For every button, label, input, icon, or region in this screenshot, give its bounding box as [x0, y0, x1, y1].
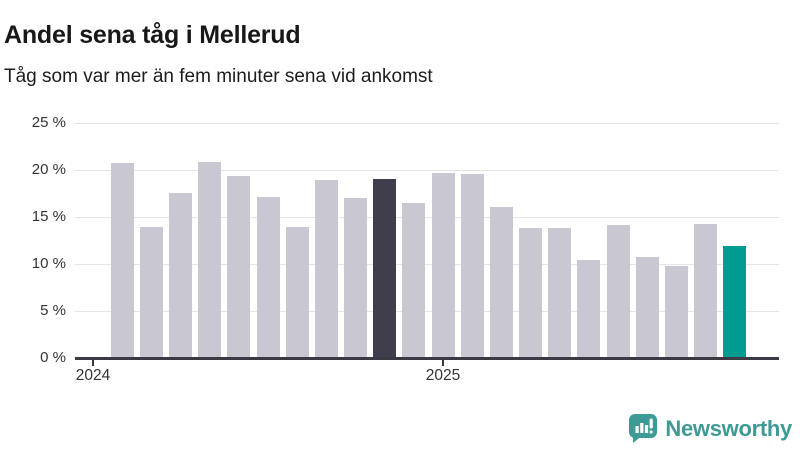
bar — [110, 162, 134, 358]
gridline — [75, 123, 779, 124]
chart-subtitle: Tåg som var mer än fem minuter sena vid … — [4, 66, 433, 87]
bar — [723, 246, 747, 358]
y-axis-label: 5 % — [40, 302, 66, 319]
bar — [577, 260, 601, 358]
y-axis-label: 10 % — [31, 255, 66, 272]
bar — [694, 223, 717, 358]
gridline — [75, 217, 779, 218]
gridline — [75, 170, 779, 171]
bar — [664, 265, 688, 358]
bar — [402, 202, 426, 358]
bar — [606, 224, 630, 358]
x-axis-line — [75, 357, 779, 360]
bar — [489, 206, 513, 358]
chart-title: Andel sena tåg i Mellerud — [4, 20, 301, 49]
x-axis-tick — [442, 360, 444, 366]
bar — [198, 161, 222, 358]
bar — [139, 227, 163, 358]
x-axis-label: 2025 — [425, 367, 461, 384]
newsworthy-logo: Newsworthy — [628, 413, 792, 444]
bar — [635, 256, 659, 358]
x-axis-label: 2024 — [75, 367, 111, 384]
bar — [344, 198, 367, 358]
bar — [314, 180, 338, 358]
y-axis-label: 15 % — [31, 208, 66, 225]
gridline — [75, 311, 779, 312]
bar — [256, 197, 280, 358]
bar — [548, 228, 572, 358]
bar — [519, 228, 542, 358]
y-axis-label: 0 % — [40, 349, 66, 366]
y-axis-label: 25 % — [31, 114, 66, 131]
bar — [431, 172, 455, 358]
bar — [169, 192, 192, 358]
bar — [460, 173, 484, 358]
newsworthy-chart-bubble-icon — [629, 414, 658, 443]
x-axis-tick — [92, 360, 94, 366]
y-axis-label: 20 % — [31, 161, 66, 178]
gridline — [75, 264, 779, 265]
bar — [373, 179, 397, 358]
brand-name: Newsworthy — [665, 415, 792, 441]
bar — [227, 175, 251, 358]
bar — [285, 227, 309, 358]
